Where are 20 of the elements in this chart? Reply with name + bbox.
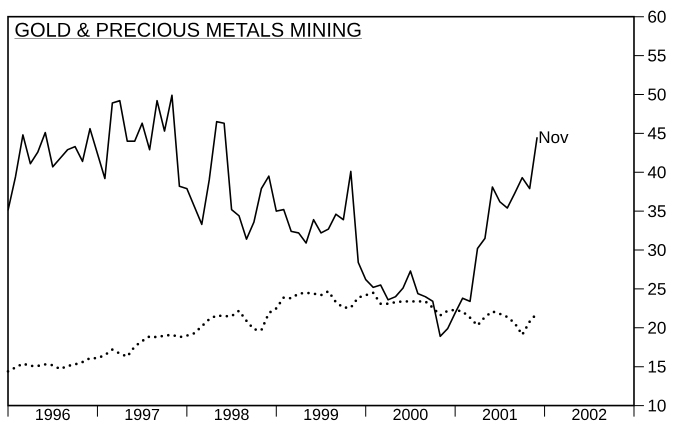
y-tick-label: 10 <box>648 400 666 412</box>
x-tick-label: 1998 <box>215 408 249 420</box>
y-tick-label: 40 <box>648 166 666 178</box>
y-tick-label: 15 <box>648 360 666 373</box>
x-tick-label: 1999 <box>304 408 338 420</box>
y-tick-label: 35 <box>648 205 666 218</box>
chart-title: GOLD & PRECIOUS METALS MINING <box>15 22 360 37</box>
y-tick-label: 55 <box>648 50 666 62</box>
x-tick-label: 1997 <box>126 408 160 420</box>
annotation: Nov <box>540 131 568 144</box>
x-tick-label: 2002 <box>572 408 606 420</box>
y-tick-label: 60 <box>648 10 666 23</box>
y-tick-label: 45 <box>648 127 666 140</box>
y-tick-label: 30 <box>648 244 666 256</box>
x-tick-label: 2000 <box>393 408 428 420</box>
x-tick-label: 2001 <box>482 408 517 420</box>
x-tick-label: 1996 <box>36 408 70 420</box>
y-tick-label: 20 <box>648 322 666 334</box>
y-tick-label: 25 <box>648 282 666 295</box>
y-tick-label: 50 <box>648 88 666 100</box>
